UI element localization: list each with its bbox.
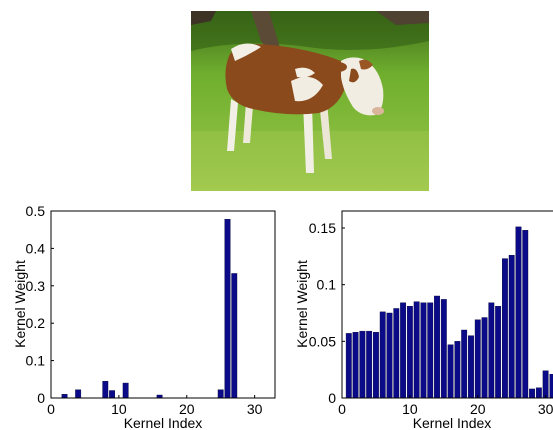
bar [224, 219, 231, 399]
x-tick-label: 10 [111, 401, 127, 417]
bar [454, 341, 461, 399]
y-tick-label: 0.3 [26, 278, 46, 294]
bar [413, 301, 420, 399]
bar [427, 302, 434, 399]
plot-frame [50, 210, 276, 399]
bar [386, 312, 393, 399]
bar [461, 329, 468, 399]
bar [61, 394, 68, 399]
y-axis-label: Kernel Weight [294, 260, 310, 348]
bar [366, 330, 373, 399]
bar [474, 319, 481, 399]
cow-photo [191, 11, 429, 191]
bar [109, 390, 116, 399]
bar [501, 258, 508, 399]
bar [359, 330, 366, 399]
bar [231, 273, 238, 399]
x-tick-label: 30 [538, 401, 553, 417]
bar [217, 389, 224, 399]
bar [542, 370, 549, 399]
bar [508, 254, 515, 399]
y-tick-label: 0.1 [26, 353, 46, 369]
bar [406, 306, 413, 399]
bar [420, 302, 427, 399]
bar [122, 382, 129, 399]
bar [102, 380, 109, 399]
bar [522, 230, 529, 399]
bar [495, 306, 502, 399]
y-tick-label: 0.5 [26, 203, 46, 219]
bar [400, 302, 407, 399]
bar [345, 333, 352, 399]
bar [529, 388, 535, 399]
y-tick-label: 0.15 [309, 220, 336, 236]
bar [434, 295, 440, 399]
bar [481, 317, 488, 399]
y-tick-label: 0.05 [309, 333, 336, 349]
y-tick-label: 0.4 [26, 240, 46, 256]
y-tick-label: 0.1 [317, 277, 337, 293]
x-tick-label: 20 [470, 401, 486, 417]
bar [468, 335, 474, 399]
x-axis-label: Kernel Index [413, 415, 492, 430]
bar [75, 389, 82, 399]
y-tick-label: 0.2 [26, 315, 46, 331]
bar [488, 302, 495, 399]
bar [156, 394, 163, 399]
bar [393, 308, 400, 399]
x-axis-label: Kernel Index [124, 415, 203, 430]
bar [535, 387, 542, 399]
x-tick-label: 0 [338, 401, 346, 417]
x-tick-label: 0 [47, 401, 55, 417]
x-tick-label: 30 [247, 401, 263, 417]
bar [447, 344, 454, 399]
bar [352, 332, 359, 399]
bar [440, 299, 447, 399]
bar [515, 226, 522, 399]
y-tick-label: 0 [328, 390, 336, 406]
plot-frame [341, 210, 553, 399]
x-tick-label: 10 [402, 401, 418, 417]
bar [379, 311, 386, 399]
y-tick-label: 0 [37, 390, 45, 406]
bar [373, 332, 379, 399]
y-axis-label: Kernel Weight [12, 260, 28, 348]
x-tick-label: 20 [179, 401, 195, 417]
